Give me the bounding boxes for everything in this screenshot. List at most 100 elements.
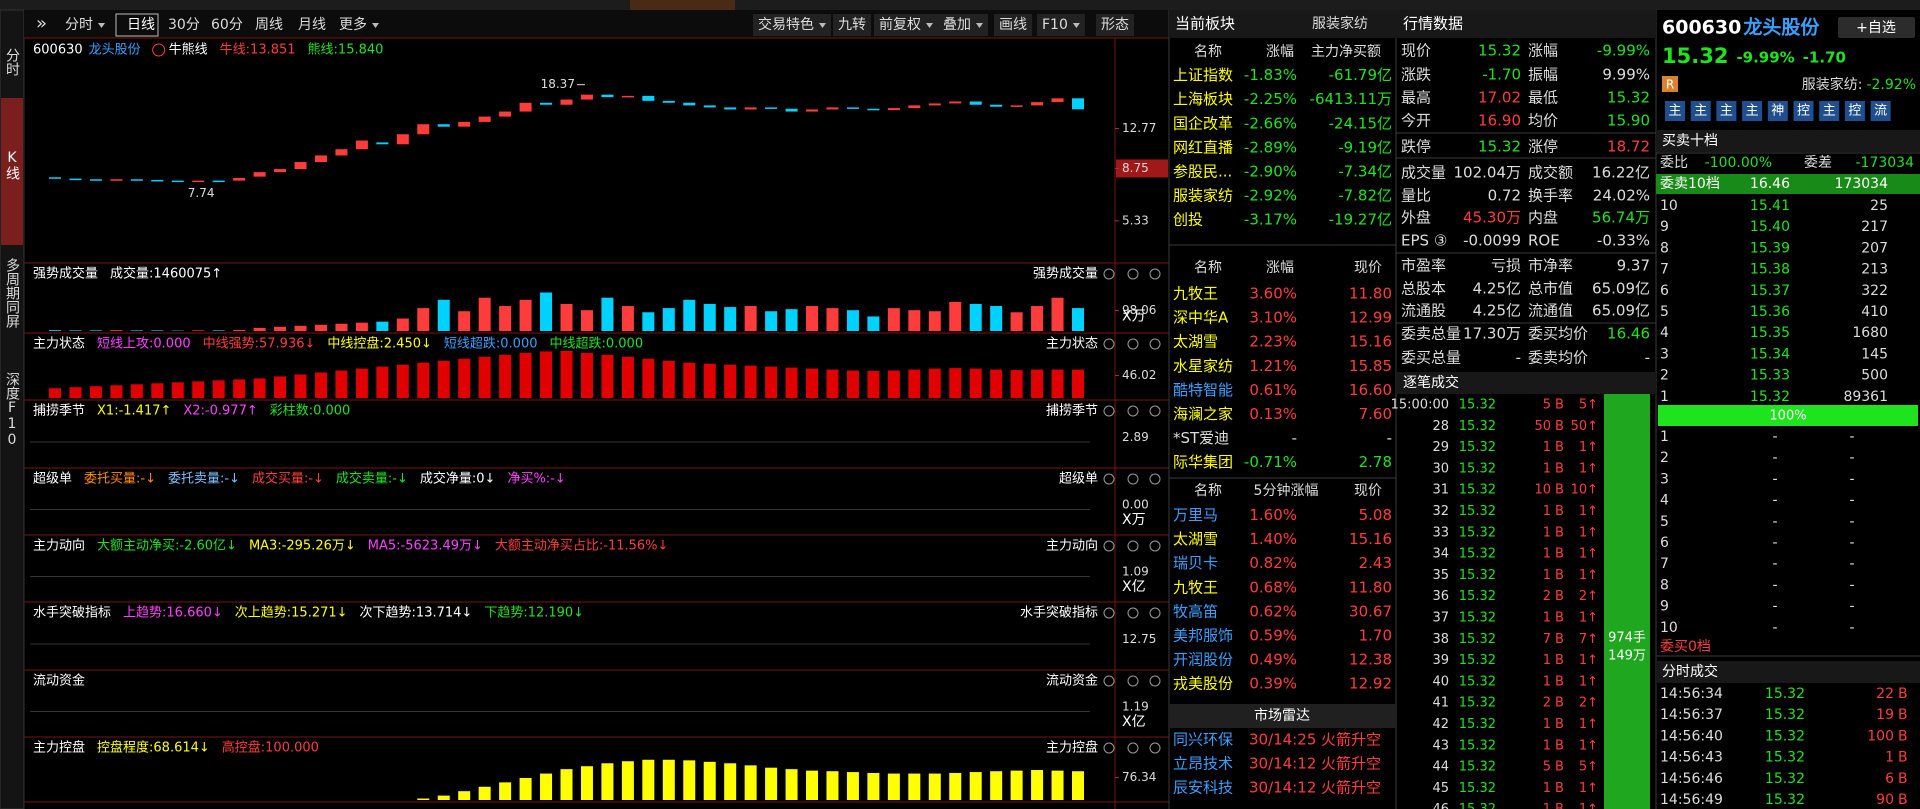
- row-name[interactable]: 水星家纺: [1173, 357, 1233, 375]
- radar-time: 30/14:12: [1249, 779, 1316, 797]
- sidebar-tab[interactable]: K线: [4, 150, 20, 180]
- row-name[interactable]: 九牧王: [1173, 578, 1218, 596]
- panel-icon[interactable]: [1127, 675, 1139, 687]
- bar: [662, 360, 675, 398]
- candle: [110, 179, 123, 181]
- panel-icon[interactable]: [1127, 742, 1139, 754]
- watch-button[interactable]: [1838, 17, 1915, 38]
- panel-icon[interactable]: [1103, 675, 1115, 687]
- row-name[interactable]: 太湖雪: [1173, 333, 1218, 351]
- toolbar-button[interactable]: 叠加: [943, 17, 971, 33]
- toolbar-button[interactable]: 形态: [1101, 17, 1129, 33]
- row-name[interactable]: 上证指数: [1173, 66, 1233, 84]
- row-name[interactable]: 创投: [1173, 211, 1203, 229]
- tag-box[interactable]: [1819, 101, 1840, 121]
- bar: [540, 773, 553, 800]
- panel-icon[interactable]: [1127, 473, 1139, 485]
- row-name[interactable]: *ST爱迪: [1173, 429, 1229, 447]
- panel-icon[interactable]: [1103, 405, 1115, 417]
- panel-icon[interactable]: [1127, 405, 1139, 417]
- tag-box[interactable]: [1870, 101, 1891, 121]
- panel-icon[interactable]: [1149, 268, 1161, 280]
- row-name[interactable]: 戎美股份: [1173, 675, 1233, 693]
- tag-box[interactable]: [1844, 101, 1865, 121]
- panel-icon[interactable]: [1149, 473, 1161, 485]
- toolbar-expand[interactable]: »: [36, 13, 47, 34]
- row-name[interactable]: 海澜之家: [1173, 405, 1233, 423]
- bar: [540, 351, 553, 398]
- panel-icon[interactable]: [1149, 742, 1161, 754]
- row-name[interactable]: 网红直播: [1173, 138, 1233, 156]
- sidebar-tab[interactable]: 深度F10: [4, 372, 20, 448]
- toolbar-button[interactable]: 分时: [65, 17, 93, 33]
- button-bg: [753, 14, 831, 36]
- panel-icon[interactable]: [1103, 742, 1115, 754]
- row-name[interactable]: 酷特智能: [1173, 381, 1233, 399]
- panel-icon[interactable]: [1149, 675, 1161, 687]
- panel-icon[interactable]: [1103, 338, 1115, 350]
- panel-icon[interactable]: [1149, 540, 1161, 552]
- tick-price: 15.32: [1459, 738, 1496, 753]
- bid-volume: -: [1849, 535, 1854, 551]
- tag: 控: [1848, 104, 1861, 119]
- toolbar-button[interactable]: 30分: [168, 17, 200, 33]
- candle: [703, 105, 716, 108]
- row-name[interactable]: 万里马: [1173, 506, 1218, 524]
- toolbar-button[interactable]: F10: [1042, 17, 1068, 33]
- row-name[interactable]: 参股民...: [1173, 163, 1232, 181]
- row-change: 0.82%: [1249, 554, 1297, 572]
- row-name[interactable]: 际华集团: [1173, 453, 1233, 471]
- panel-icon[interactable]: [1103, 540, 1115, 552]
- panel-icon[interactable]: [1103, 607, 1115, 619]
- tick-price: 15.32: [1459, 781, 1496, 796]
- panel-icon[interactable]: [1127, 540, 1139, 552]
- watch-label[interactable]: +自选: [1856, 20, 1896, 36]
- table-header: 主力净买额: [1311, 44, 1381, 60]
- toolbar-button[interactable]: 更多: [339, 16, 367, 33]
- panel-icon[interactable]: [1127, 607, 1139, 619]
- tag-box[interactable]: [1793, 101, 1814, 121]
- panel-icon[interactable]: [1149, 338, 1161, 350]
- toolbar-button[interactable]: 画线: [999, 17, 1027, 33]
- sector-tab[interactable]: 服装家纺: [1312, 15, 1368, 32]
- panel-icon[interactable]: [1149, 405, 1161, 417]
- bar: [355, 322, 368, 331]
- row-name[interactable]: 九牧王: [1173, 285, 1218, 303]
- tag-box[interactable]: [1716, 101, 1737, 121]
- quote-value: -: [1645, 349, 1650, 367]
- row-name[interactable]: 瑞贝卡: [1173, 554, 1218, 572]
- panel-icon[interactable]: [1103, 473, 1115, 485]
- sidebar-tab[interactable]: 分时: [4, 48, 20, 76]
- toolbar-button[interactable]: 九转: [838, 17, 866, 33]
- toolbar-button[interactable]: 月线: [298, 17, 326, 33]
- row-name[interactable]: 服装家纺: [1173, 187, 1233, 205]
- row-name[interactable]: 上海板块: [1173, 90, 1233, 108]
- row-name[interactable]: 深中华A: [1173, 309, 1229, 327]
- quote-value: 15.32: [1478, 138, 1521, 156]
- tag-box[interactable]: [1690, 101, 1711, 121]
- panel-icon[interactable]: [1127, 268, 1139, 280]
- row-name[interactable]: 国企改革: [1173, 114, 1233, 132]
- toolbar-button[interactable]: 日线: [127, 17, 155, 33]
- panel-icon[interactable]: [1127, 338, 1139, 350]
- row-name[interactable]: 牧高笛: [1173, 602, 1218, 620]
- panel-icon[interactable]: [1149, 607, 1161, 619]
- toolbar-button[interactable]: 周线: [255, 17, 283, 33]
- tick-price: 15.32: [1459, 760, 1496, 775]
- quote-value: 16.46: [1607, 325, 1650, 343]
- tag-box[interactable]: [1665, 101, 1685, 121]
- row-name[interactable]: 美邦服饰: [1173, 627, 1233, 645]
- row-change: -2.66%: [1244, 114, 1297, 132]
- panel-icon[interactable]: [1103, 268, 1115, 280]
- row-value: -61.79亿: [1329, 66, 1392, 84]
- bar: [683, 760, 696, 800]
- toolbar-button[interactable]: 60分: [211, 17, 243, 33]
- row-name[interactable]: 太湖雪: [1173, 530, 1218, 548]
- tab-strip: [0, 0, 1920, 10]
- row-name[interactable]: 开润股份: [1173, 651, 1233, 669]
- toolbar-button[interactable]: 交易特色: [758, 16, 814, 33]
- sidebar-tab[interactable]: 多周期同屏: [4, 257, 20, 328]
- tag-box[interactable]: [1767, 101, 1788, 121]
- tag-box[interactable]: [1742, 101, 1763, 121]
- toolbar-button[interactable]: 前复权: [879, 16, 921, 33]
